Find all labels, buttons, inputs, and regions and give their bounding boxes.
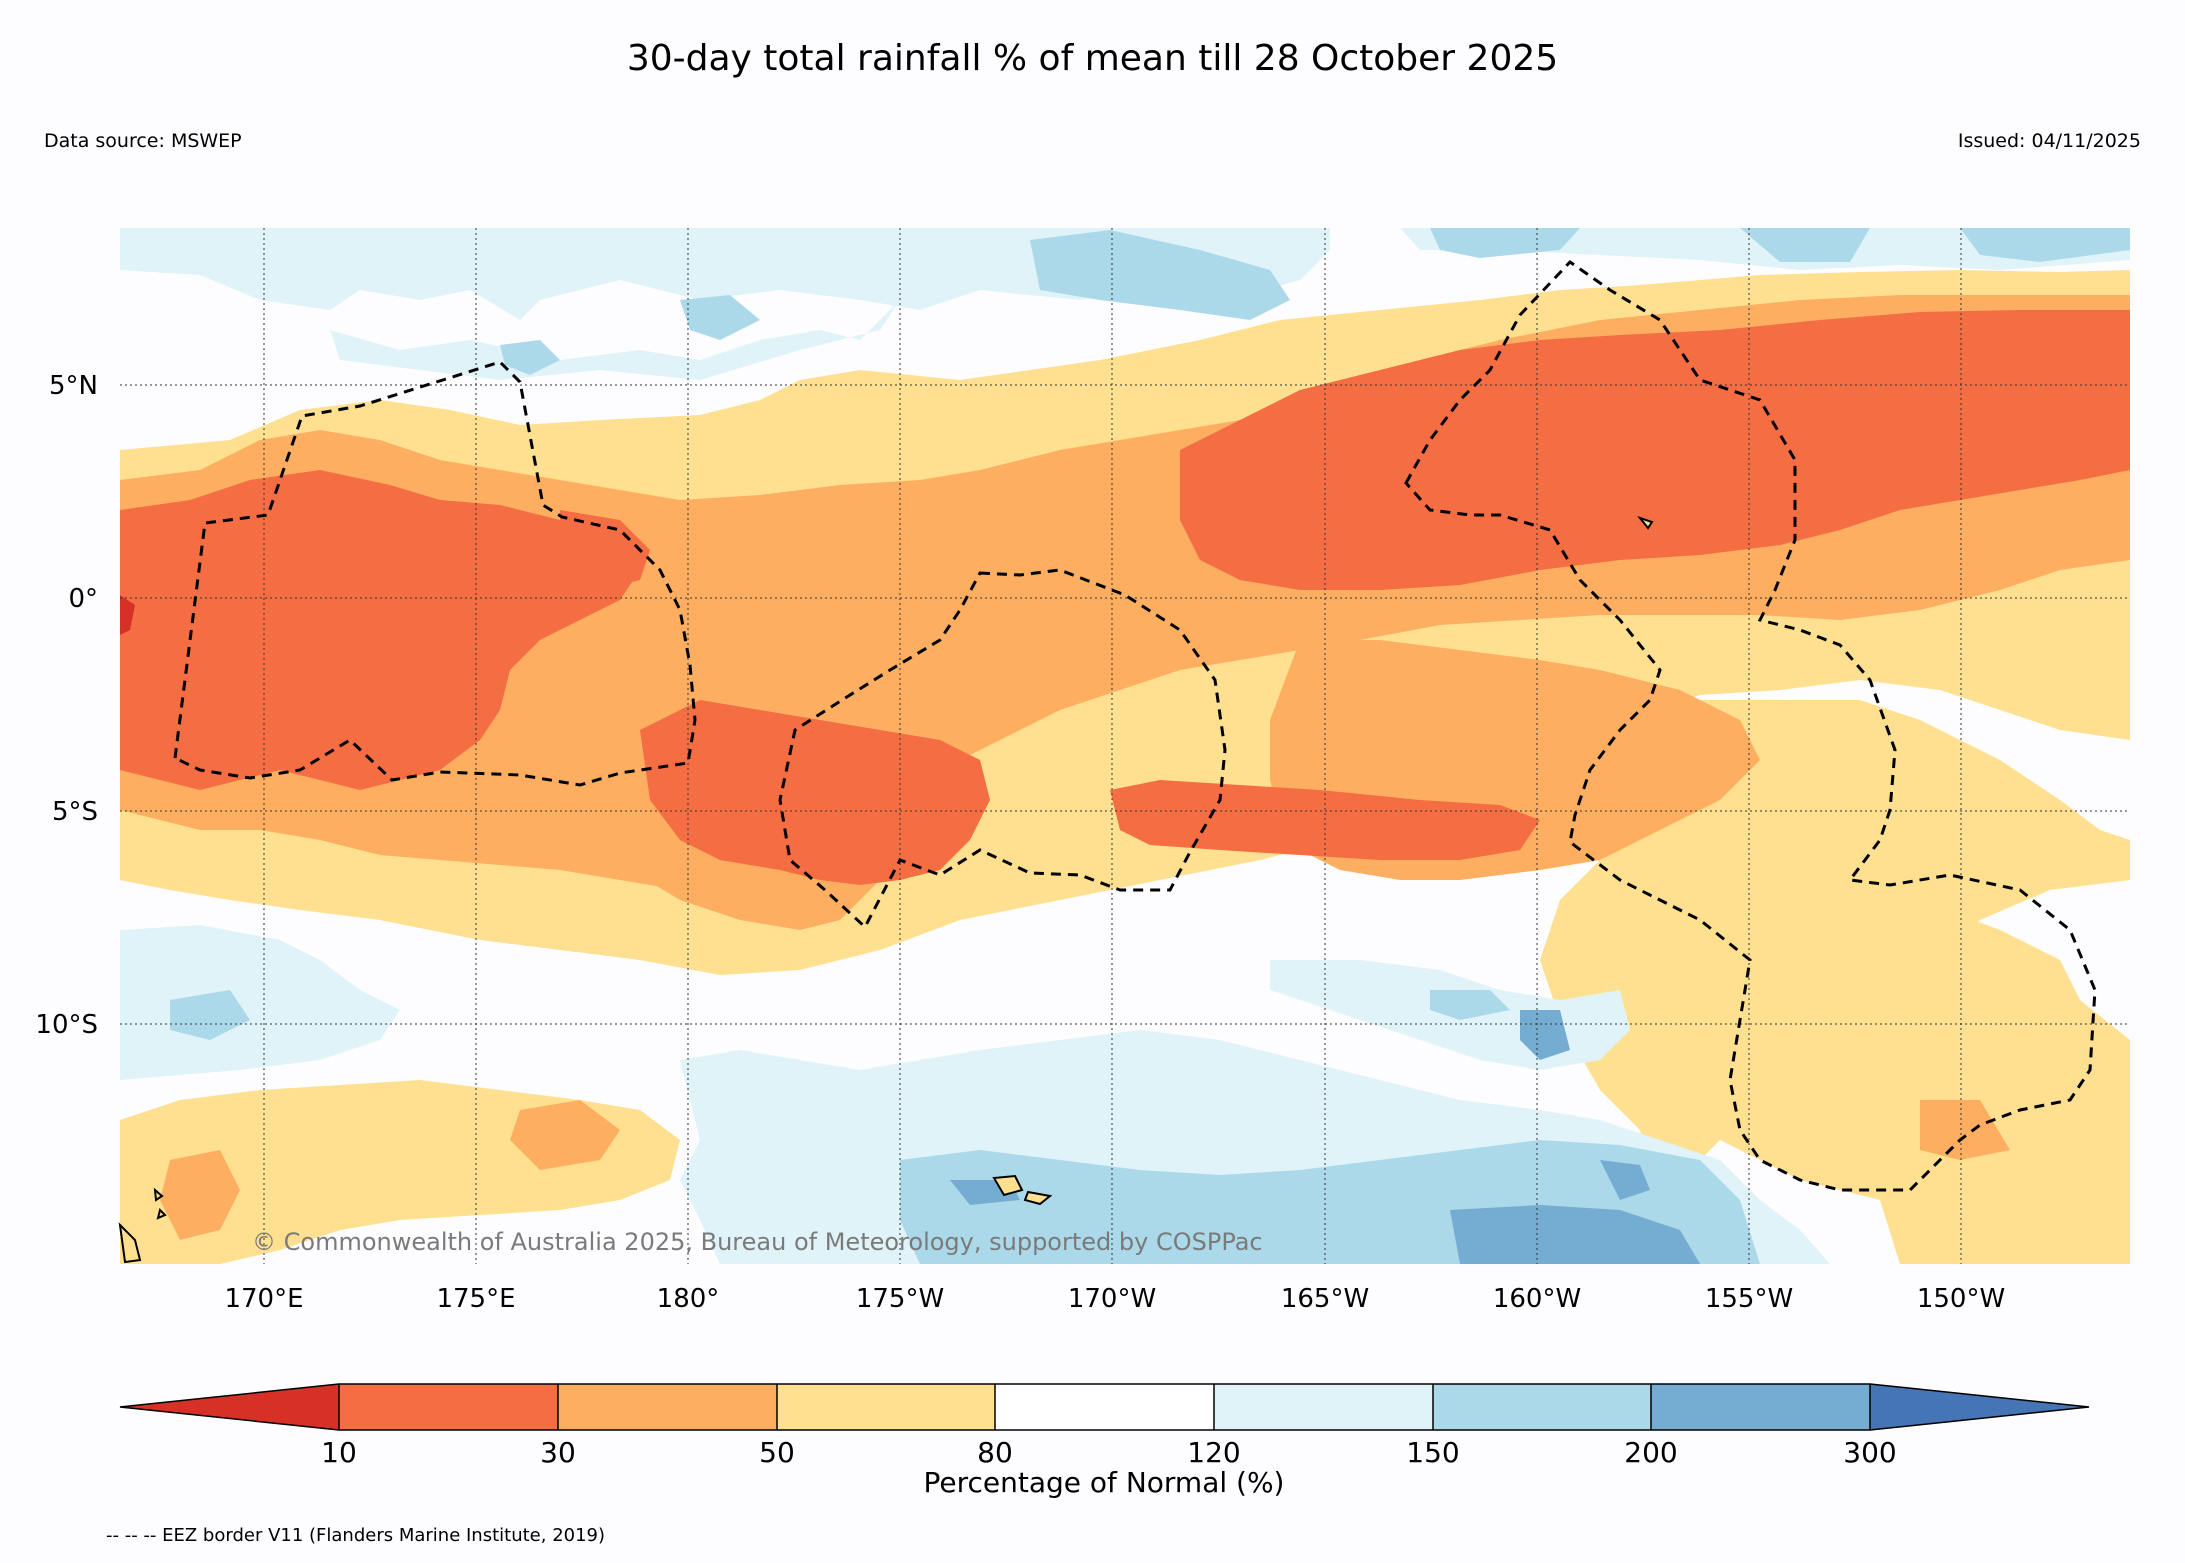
colorbar-tick-50: 50 <box>759 1436 795 1469</box>
colorbar-120-150 <box>1214 1384 1433 1430</box>
lon-label-150w: 150°W <box>1917 1284 2005 1314</box>
wet-region-north-east-dark <box>1430 228 2130 262</box>
lon-label-170e: 170°E <box>224 1284 303 1314</box>
extremely-dry-patch <box>120 595 135 635</box>
very-dry-south-west-centre <box>640 700 990 885</box>
wet-region-north-centre <box>1030 230 1290 320</box>
lon-label-180: 180° <box>657 1284 720 1314</box>
wet-region-north-west <box>120 228 1330 320</box>
colorbar-80-120 <box>995 1384 1214 1430</box>
issued-date: Issued: 04/11/2025 <box>1957 130 2141 152</box>
very-dry-patch <box>560 510 650 590</box>
wet-patch-south-centre <box>1430 990 1510 1020</box>
graticule <box>120 228 2130 1264</box>
dry-patch-south-east <box>1920 1100 2010 1160</box>
islands <box>118 515 1654 1264</box>
very-wet-patches <box>950 1010 1700 1264</box>
colorbar-10-30 <box>339 1384 558 1430</box>
lon-label-170w: 170°W <box>1068 1284 1156 1314</box>
colorbar-50-80 <box>777 1384 995 1430</box>
colorbar-above-300 <box>1870 1384 2089 1430</box>
colorbar: 10 30 50 80 120 150 200 300 Percentage o… <box>119 1383 2090 1499</box>
colorbar-150-200 <box>1433 1384 1651 1430</box>
dry-patch-south-west-2 <box>160 1150 240 1240</box>
wet-patch-south-west <box>170 990 250 1040</box>
colorbar-30-50 <box>558 1384 777 1430</box>
lon-label-160w: 160°W <box>1493 1284 1581 1314</box>
data-source: Data source: MSWEP <box>44 130 242 152</box>
dry-patch-south-west <box>510 1100 620 1170</box>
map-field <box>120 228 2130 1264</box>
colorbar-tick-150: 150 <box>1406 1436 1459 1469</box>
lat-label-0: 0° <box>68 584 98 614</box>
lon-label-155w: 155°W <box>1705 1284 1793 1314</box>
lat-label-10s: 10°S <box>35 1010 98 1040</box>
longitude-axis: 170°E 175°E 180° 175°W 170°W 165°W 160°W… <box>224 1284 2005 1314</box>
lat-label-5n: 5°N <box>49 371 98 401</box>
colorbar-tick-120: 120 <box>1187 1436 1240 1469</box>
colorbar-tick-80: 80 <box>977 1436 1013 1469</box>
wet-region-north-band <box>330 300 900 380</box>
eez-borders <box>173 260 2097 1192</box>
colorbar-below-10 <box>120 1384 339 1430</box>
dry-region-south-east-lower <box>1600 860 2130 1264</box>
colorbar-tick-30: 30 <box>540 1436 576 1469</box>
lon-label-175e: 175°E <box>436 1284 515 1314</box>
lon-label-175w: 175°W <box>856 1284 944 1314</box>
map-title: 30-day total rainfall % of mean till 28 … <box>626 38 1559 79</box>
very-dry-west <box>120 470 640 790</box>
lat-label-5s: 5°S <box>52 797 98 827</box>
colorbar-200-300 <box>1651 1384 1870 1430</box>
very-dry-north-east <box>1180 310 2130 590</box>
wet-region-south-west <box>120 925 400 1080</box>
colorbar-tick-300: 300 <box>1843 1436 1896 1469</box>
wet-patch-north <box>500 295 760 375</box>
colorbar-dividers <box>338 1384 1871 1430</box>
lon-label-165w: 165°W <box>1281 1284 1369 1314</box>
colorbar-tick-10: 10 <box>321 1436 357 1469</box>
colorbar-title: Percentage of Normal (%) <box>924 1466 1285 1499</box>
copyright-text: © Commonwealth of Australia 2025, Bureau… <box>252 1228 1263 1256</box>
eez-legend-note: -- -- -- EEZ border V11 (Flanders Marine… <box>106 1525 606 1546</box>
colorbar-tick-200: 200 <box>1624 1436 1677 1469</box>
latitude-axis: 5°N 0° 5°S 10°S <box>35 371 98 1040</box>
